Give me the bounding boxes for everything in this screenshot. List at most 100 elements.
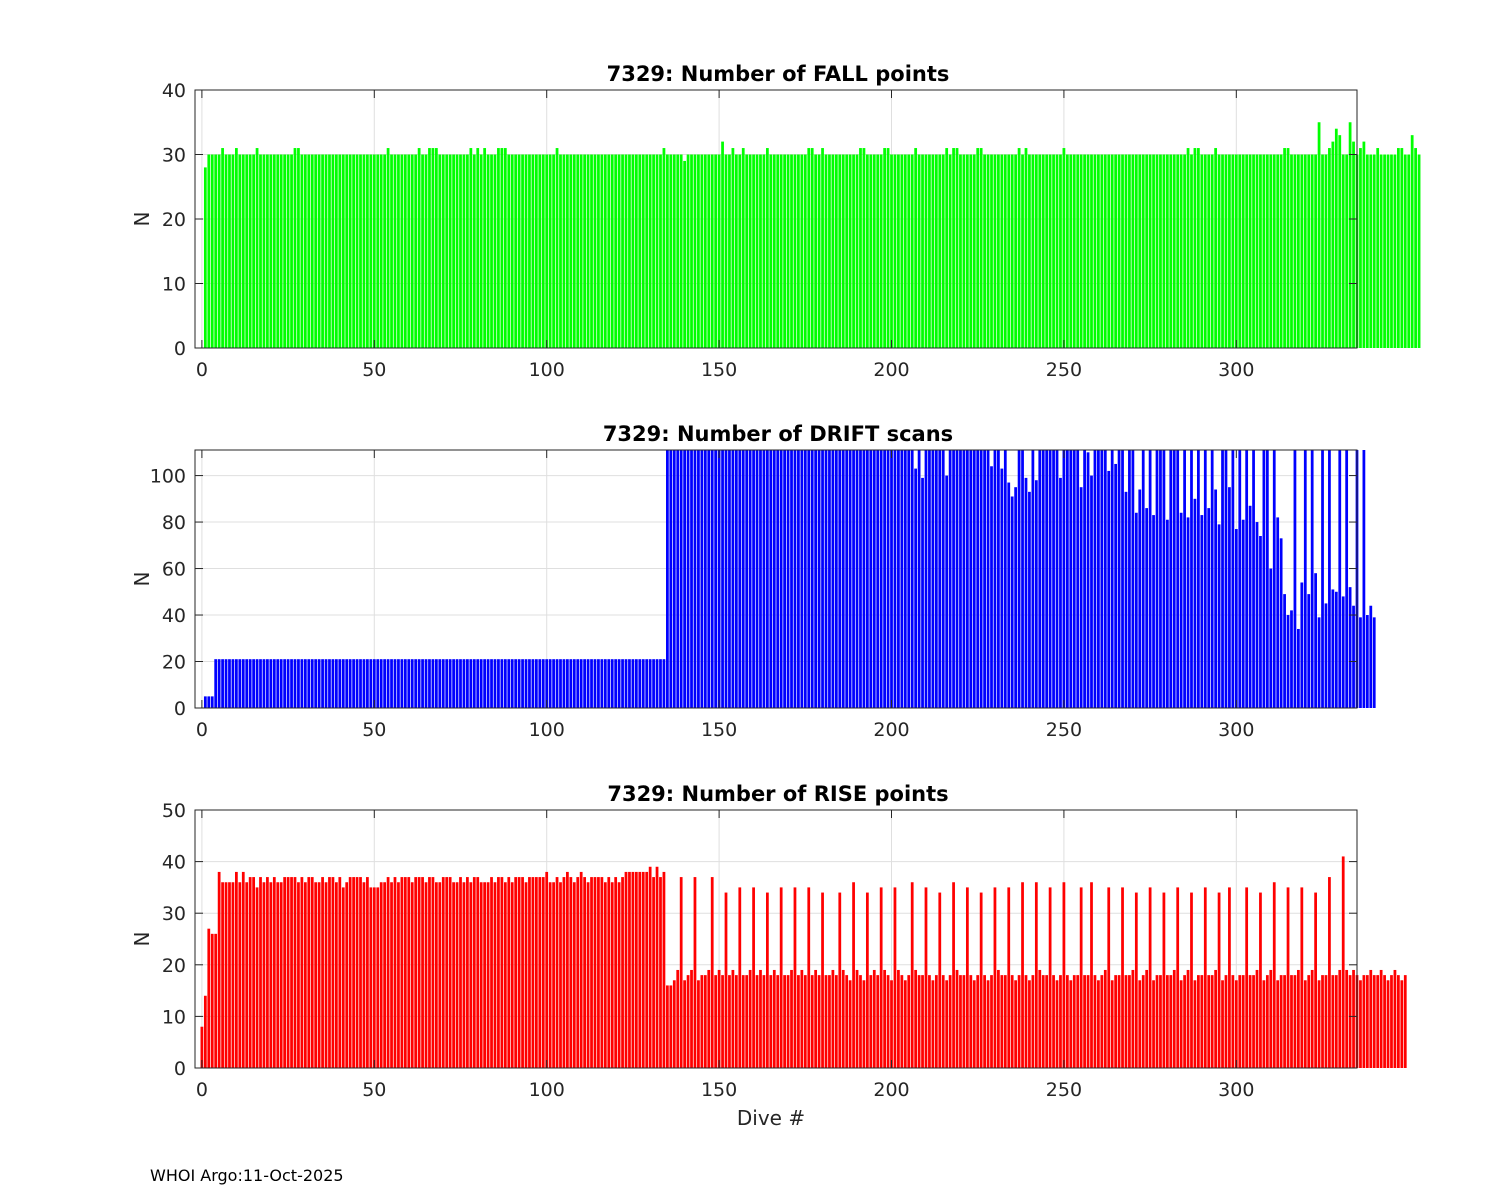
bar — [538, 154, 542, 348]
bar — [1121, 154, 1124, 348]
bar — [1159, 450, 1162, 708]
bar — [903, 154, 907, 348]
chart-title: 7329: Number of DRIFT scans — [603, 422, 953, 446]
bar — [890, 980, 893, 1068]
bar — [452, 882, 455, 1068]
bar — [1017, 450, 1021, 708]
bar — [893, 450, 897, 708]
x-tick-label: 100 — [529, 359, 565, 381]
bar — [803, 450, 807, 708]
subplot-3: 0 50 100 150 200 250 300 0 10 20 30 40 50 7329: Numbe… — [130, 782, 1407, 1130]
bar — [1045, 975, 1049, 1068]
bar — [1341, 856, 1345, 1068]
bar — [614, 659, 618, 708]
bar — [379, 154, 383, 348]
bar — [441, 877, 445, 1068]
bar — [307, 877, 311, 1068]
bar — [641, 659, 645, 708]
bar — [1121, 450, 1124, 708]
bar — [1176, 887, 1180, 1068]
bar — [1369, 969, 1373, 1068]
bar — [445, 659, 449, 708]
bar — [1059, 154, 1062, 348]
bar — [272, 877, 276, 1068]
bar — [1393, 154, 1397, 348]
bar — [521, 154, 524, 348]
bar — [1069, 154, 1073, 348]
axes-frame — [194, 449, 1358, 709]
bar — [393, 154, 397, 348]
bar — [290, 659, 293, 708]
bar — [1348, 975, 1352, 1068]
bar — [455, 659, 459, 708]
bar — [1241, 519, 1245, 708]
bar — [245, 659, 249, 708]
bar — [297, 148, 300, 348]
bar — [231, 882, 235, 1068]
bar — [662, 148, 666, 348]
bar — [914, 148, 918, 348]
bar — [648, 154, 652, 348]
bar — [1152, 515, 1155, 708]
bar — [466, 659, 469, 708]
bar — [814, 154, 818, 348]
bar — [790, 154, 793, 348]
bar — [1293, 450, 1297, 708]
bar — [586, 659, 590, 708]
bar — [700, 975, 704, 1068]
bar — [310, 877, 314, 1068]
bar — [1365, 615, 1369, 708]
bar — [1103, 154, 1107, 348]
bar — [1252, 450, 1255, 708]
bar — [766, 148, 769, 348]
y-tick-label: 10 — [162, 274, 186, 296]
bar — [214, 933, 218, 1068]
bar — [724, 154, 728, 348]
bar — [593, 154, 597, 348]
bar — [900, 154, 904, 348]
bar — [1314, 892, 1317, 1068]
bar — [500, 659, 504, 708]
bar — [766, 450, 769, 708]
bar — [238, 882, 242, 1068]
bar — [828, 450, 831, 708]
bar — [824, 450, 828, 708]
bar — [1148, 887, 1152, 1068]
bar — [624, 154, 628, 348]
bar — [1190, 154, 1193, 348]
bar — [972, 450, 976, 708]
bar — [1328, 877, 1331, 1068]
bar — [703, 450, 707, 708]
bar — [648, 659, 652, 708]
bar — [697, 980, 700, 1068]
bar — [1059, 975, 1062, 1068]
bar — [876, 975, 880, 1068]
bar — [610, 154, 614, 348]
bar — [1024, 975, 1028, 1068]
bar — [255, 148, 259, 348]
bar — [1372, 154, 1376, 348]
bar — [955, 450, 959, 708]
bar — [210, 933, 214, 1068]
bar — [1093, 154, 1097, 348]
bar — [386, 659, 390, 708]
bar — [214, 154, 218, 348]
bar — [1279, 538, 1283, 708]
y-tick-label: 40 — [162, 852, 186, 874]
bar — [865, 450, 869, 708]
bar — [697, 450, 700, 708]
bar — [1145, 154, 1149, 348]
bar — [1141, 154, 1145, 348]
bar — [572, 882, 576, 1068]
bar — [607, 877, 611, 1068]
bar — [376, 887, 380, 1068]
bar — [497, 659, 500, 708]
bar — [362, 154, 366, 348]
bar — [593, 877, 597, 1068]
bar — [821, 450, 824, 708]
bar — [600, 659, 604, 708]
bar — [1248, 505, 1252, 708]
bar — [1228, 887, 1231, 1068]
bar — [328, 659, 331, 708]
bar — [224, 154, 228, 348]
